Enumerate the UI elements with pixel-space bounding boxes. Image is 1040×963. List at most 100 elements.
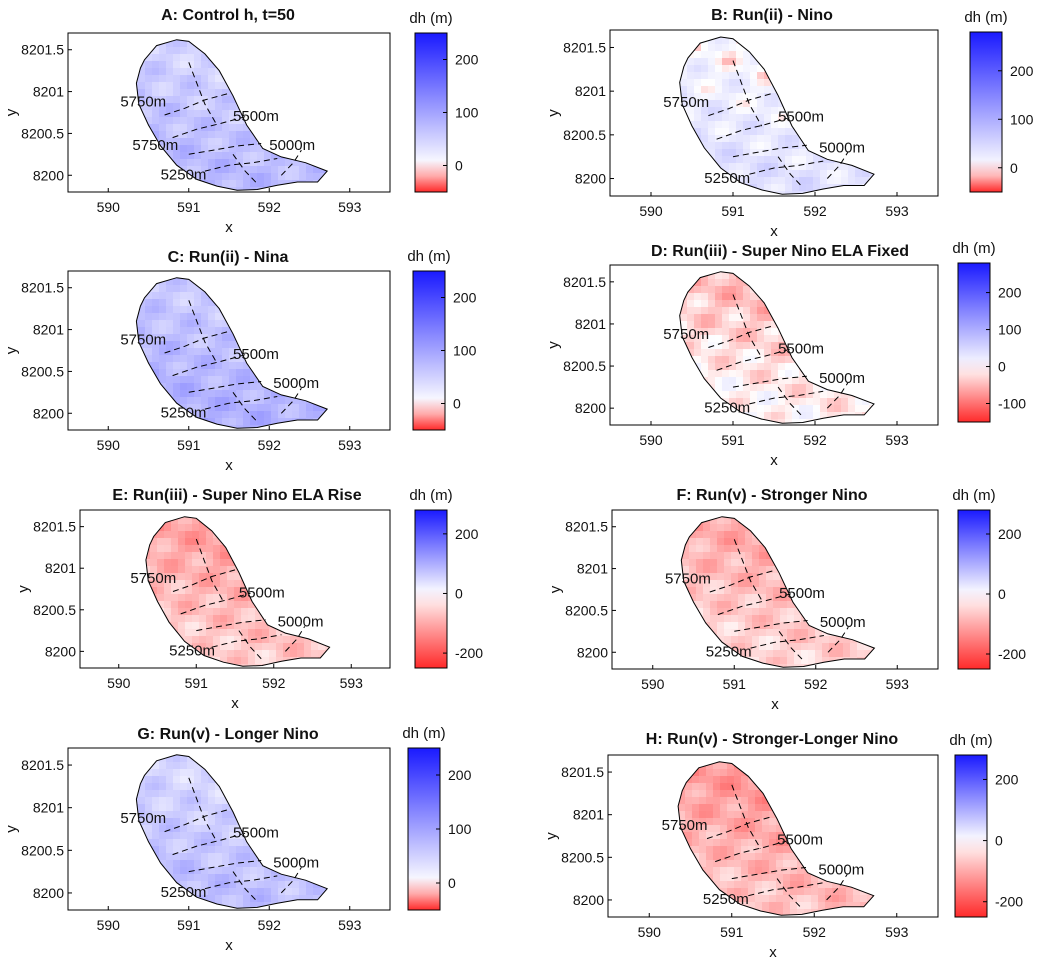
heatmap-cell (785, 177, 793, 185)
heatmap-cell (243, 404, 251, 412)
heatmap-cell (187, 47, 195, 55)
heatmap-cell (764, 349, 772, 357)
heatmap-cell (848, 398, 856, 406)
heatmap-cell (250, 159, 258, 167)
heatmap-cell (778, 363, 786, 371)
heatmap-cell (278, 159, 286, 167)
heatmap-cell (722, 58, 730, 66)
heatmap-cell (250, 187, 258, 191)
heatmap-cell (166, 299, 174, 307)
heatmap-cell (222, 376, 230, 384)
heatmap-cell (199, 531, 207, 539)
heatmap-cell (208, 117, 216, 125)
heatmap-cell (215, 159, 223, 167)
heatmap-cell (145, 355, 153, 363)
heatmap-cell (192, 552, 200, 560)
heatmap-cell (701, 356, 709, 364)
heatmap-cell (715, 293, 723, 301)
heatmap-cell (229, 348, 237, 356)
heatmap-cell (736, 377, 744, 385)
heatmap-cell (694, 307, 702, 315)
heatmap-cell (736, 135, 744, 143)
heatmap-cell (227, 559, 235, 567)
heatmap-cell (729, 79, 737, 87)
heatmap-cell (715, 307, 723, 315)
heatmap-cell (166, 75, 174, 83)
heatmap-cell (173, 320, 181, 328)
heatmap-cell (257, 180, 265, 188)
heatmap-cell (708, 356, 716, 364)
heatmap-cell (173, 278, 181, 286)
heatmap-cell (166, 383, 174, 391)
heatmap-cell (743, 349, 751, 357)
heatmap-cell (771, 370, 779, 378)
heatmap-cell (792, 370, 800, 378)
heatmap-cell (243, 180, 251, 188)
heatmap-cell (750, 370, 758, 378)
heatmap-cell (771, 163, 779, 171)
colorbar-tick-label: 100 (455, 105, 479, 121)
heatmap-cell (750, 128, 758, 136)
contour-line (172, 116, 246, 139)
heatmap-cell (201, 390, 209, 398)
chart-title: D: Run(iii) - Super Nino ELA Fixed (651, 243, 909, 260)
y-tick-label: 8200.5 (563, 358, 606, 374)
heatmap-cell (750, 121, 758, 129)
heatmap-cell (722, 349, 730, 357)
heatmap-cell (222, 390, 230, 398)
contour-line (732, 60, 763, 127)
heatmap-cell (145, 341, 153, 349)
heatmap-cell (194, 348, 202, 356)
heatmap-cell (701, 93, 709, 101)
heatmap-cell (250, 138, 258, 146)
heatmap-cell (152, 131, 160, 139)
heatmap-cell (173, 383, 181, 391)
heatmap-cell (771, 170, 779, 178)
y-tick-label: 8200.5 (21, 125, 64, 141)
heatmap-cell (180, 341, 188, 349)
heatmap-cell (208, 152, 216, 160)
heatmap-cell (201, 110, 209, 118)
heatmap-cell (722, 384, 730, 392)
heatmap-cell (757, 328, 765, 336)
heatmap-cell (229, 355, 237, 363)
heatmap-cell (792, 156, 800, 164)
heatmap-cell (206, 545, 214, 553)
heatmap-cell (862, 170, 870, 178)
heatmap-cell (701, 107, 709, 115)
contour-line (164, 92, 230, 116)
heatmap-cell (764, 128, 772, 136)
heatmap-cell (236, 369, 244, 377)
contour-line (826, 152, 849, 179)
heatmap-cell (778, 177, 786, 185)
heatmap-cell (208, 313, 216, 321)
heatmap-cell (792, 170, 800, 178)
heatmap-cell (722, 307, 730, 315)
heatmap-cell (757, 177, 765, 185)
heatmap-cell (722, 286, 730, 294)
heatmap-cell (701, 321, 709, 329)
heatmap-cell (236, 355, 244, 363)
heatmap-cell (173, 89, 181, 97)
heatmap-cell (278, 173, 286, 181)
heatmap-cell (166, 369, 174, 377)
heatmap-cell (820, 405, 828, 413)
heatmap-cell (187, 327, 195, 335)
heatmap-cell (229, 187, 237, 191)
heatmap-cell (736, 363, 744, 371)
heatmap-cell (201, 404, 209, 412)
heatmap-cell (257, 173, 265, 181)
heatmap-cell (750, 349, 758, 357)
heatmap-cell (680, 314, 688, 322)
heatmap-cell (694, 86, 702, 94)
heatmap-cell (173, 47, 181, 55)
heatmap-cell (194, 166, 202, 174)
heatmap-cell (173, 306, 181, 314)
heatmap-cell (194, 61, 202, 69)
heatmap-cell (313, 411, 321, 419)
heatmap-cell (166, 376, 174, 384)
heatmap-cell (166, 341, 174, 349)
contour-line (188, 381, 262, 393)
heatmap-cell (173, 117, 181, 125)
heatmap-cell (220, 566, 228, 574)
